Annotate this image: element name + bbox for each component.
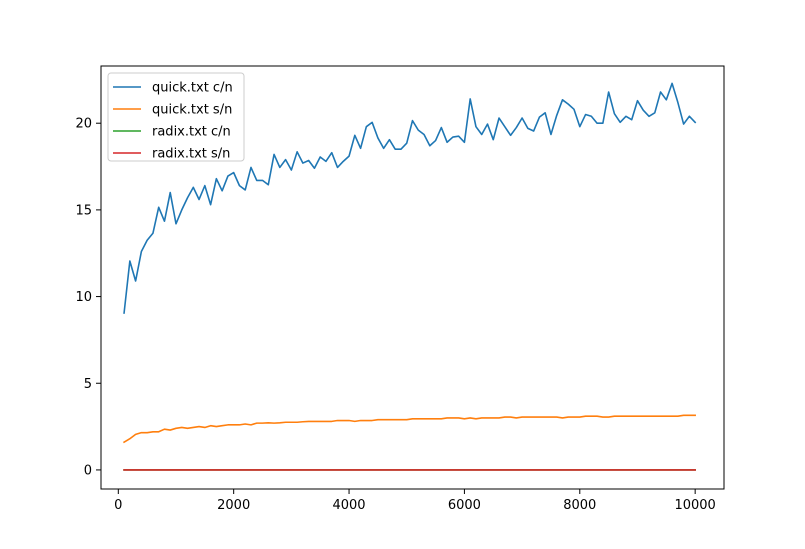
y-tick-label: 0 bbox=[84, 463, 92, 478]
y-tick-label: 5 bbox=[84, 377, 92, 392]
x-axis-ticks: 0 2000 4000 6000 8000 10000 bbox=[114, 489, 716, 513]
x-tick-label: 4000 bbox=[332, 498, 365, 513]
y-tick-label: 20 bbox=[75, 117, 92, 132]
x-tick-label: 6000 bbox=[448, 498, 481, 513]
legend-box bbox=[107, 72, 245, 162]
series-line-quick-txt-c-n bbox=[123, 82, 697, 314]
x-tick-label: 2000 bbox=[217, 498, 250, 513]
legend-label-quick-txt-c-n: quick.txt c/n bbox=[152, 81, 233, 96]
y-axis-ticks: 0 5 10 15 20 bbox=[75, 117, 101, 478]
legend-label-quick-txt-s-n: quick.txt s/n bbox=[152, 103, 232, 118]
y-tick-label: 15 bbox=[75, 203, 92, 218]
series-line-quick-txt-s-n bbox=[122, 414, 696, 444]
x-tick-label: 8000 bbox=[563, 498, 596, 513]
legend-label-radix-txt-s-n: radix.txt s/n bbox=[152, 147, 230, 162]
series-layer bbox=[122, 82, 697, 471]
legend: quick.txt c/n quick.txt s/n radix.txt c/n r… bbox=[107, 72, 245, 162]
legend-label-radix-txt-c-n: radix.txt c/n bbox=[152, 125, 231, 140]
x-tick-label: 0 bbox=[114, 498, 122, 513]
y-tick-label: 10 bbox=[75, 290, 92, 305]
plot-frame bbox=[100, 65, 725, 490]
x-tick-label: 10000 bbox=[674, 498, 715, 513]
